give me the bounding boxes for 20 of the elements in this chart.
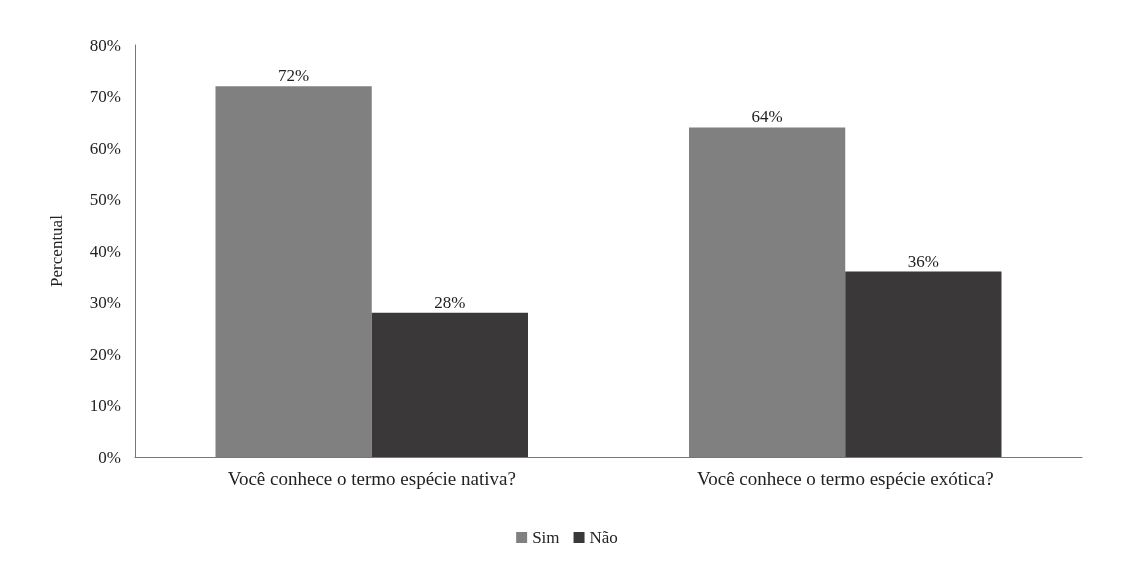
x-tick-label: Você conhece o termo espécie nativa? [227, 468, 516, 489]
y-tick-label: 10% [89, 396, 121, 415]
y-tick-label: 0% [98, 447, 121, 467]
y-tick-label: 20% [89, 344, 121, 364]
bar [845, 271, 1002, 457]
data-label: 36% [907, 251, 939, 271]
y-tick-label: 30% [89, 293, 121, 312]
bar [371, 312, 529, 457]
legend-label: Sim [532, 528, 560, 547]
y-tick-label: 40% [89, 241, 121, 261]
y-tick-label: 50% [89, 190, 121, 209]
y-axis-title: Percentual [47, 214, 66, 287]
y-tick-label: 80% [89, 35, 121, 55]
legend-label: Não [589, 528, 618, 547]
x-tick-label: Você conhece o termo espécie exótica? [696, 468, 994, 489]
y-tick-label: 70% [89, 87, 121, 106]
data-label: 28% [434, 292, 466, 312]
data-label: 72% [278, 66, 310, 86]
data-label: 64% [751, 107, 783, 127]
y-tick-label: 60% [89, 138, 121, 158]
